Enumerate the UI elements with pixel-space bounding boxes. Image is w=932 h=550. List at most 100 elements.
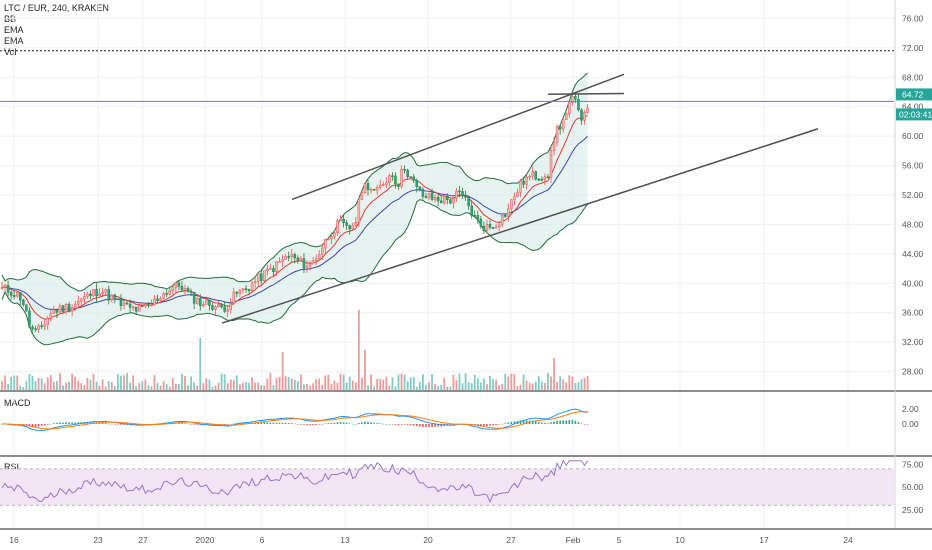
legend-bb[interactable]: BB	[4, 14, 17, 24]
volume-bar	[10, 376, 13, 390]
macd-histogram-bar	[59, 422, 61, 424]
candle	[473, 215, 476, 217]
volume-bar	[272, 385, 275, 390]
volume-bar	[415, 386, 418, 390]
candle	[348, 225, 351, 230]
candle	[485, 223, 489, 231]
volume-bar	[92, 373, 95, 390]
candle	[250, 282, 254, 291]
candle	[452, 198, 455, 204]
macd-histogram-bar	[1, 424, 3, 425]
time-tick-label: 16	[9, 535, 19, 545]
volume-bar	[71, 373, 74, 390]
volume-bar	[4, 375, 6, 390]
candle	[101, 291, 104, 295]
candle	[351, 225, 354, 230]
candles	[0, 93, 589, 334]
volume-bar	[284, 375, 287, 390]
candle	[269, 268, 272, 270]
candle	[516, 192, 519, 197]
candle	[464, 195, 467, 198]
volume-bar	[428, 382, 430, 390]
volume-bar	[559, 376, 562, 390]
macd-histogram-bar	[345, 422, 348, 424]
volume-bar	[345, 382, 348, 390]
macd-histogram-bar	[370, 422, 372, 424]
candle	[46, 318, 49, 326]
volume-bar	[13, 375, 16, 390]
candle	[418, 186, 422, 190]
macd-histogram-bar	[62, 422, 64, 424]
volume-bar	[37, 377, 40, 390]
candle	[223, 306, 226, 312]
macd-histogram-bar	[71, 422, 73, 424]
volume-bar	[144, 379, 147, 390]
candle	[28, 310, 31, 328]
volume-bar	[348, 376, 351, 390]
rsi-line	[1, 459, 589, 504]
candle	[415, 180, 419, 187]
symbol-title[interactable]: LTC / EUR, 240, KRAKEN	[4, 3, 109, 13]
time-tick-label: 27	[138, 535, 148, 545]
rsi-pane-label[interactable]: RSI	[4, 462, 20, 472]
candle	[113, 294, 117, 299]
macd-histogram-bar	[394, 424, 397, 425]
macd-histogram-bar	[525, 420, 528, 424]
volume-bar	[269, 373, 272, 390]
macd-histogram-bar	[50, 423, 52, 425]
macd-histogram-bar	[330, 422, 333, 424]
candle	[141, 305, 144, 307]
macd-histogram-bar	[416, 424, 418, 427]
macd-histogram-bar	[245, 422, 247, 424]
candle	[479, 218, 483, 227]
volume-bar	[495, 379, 497, 390]
rsi-pane: 75.00 50.00 25.00	[0, 459, 924, 515]
macd-histogram-bar	[348, 423, 351, 425]
volume-bar	[489, 375, 491, 390]
time-tick-label: 2020	[196, 535, 215, 545]
candle	[470, 205, 473, 216]
volume-bar	[516, 386, 519, 390]
candle	[577, 98, 580, 111]
macd-histogram-bar	[181, 423, 183, 424]
macd-histogram-bar	[544, 423, 546, 424]
candle	[73, 303, 77, 308]
volume-bar	[544, 382, 546, 390]
volume-bar	[400, 373, 403, 390]
candle	[180, 285, 184, 291]
macd-histogram-bar	[190, 423, 192, 425]
candle	[22, 299, 25, 306]
macd-histogram-bar	[437, 424, 439, 427]
macd-pane-label[interactable]: MACD	[4, 398, 31, 408]
candle	[70, 306, 74, 312]
candle	[580, 109, 583, 121]
candle	[314, 258, 318, 261]
macd-histogram-bar	[327, 423, 330, 424]
candle	[522, 180, 525, 185]
macd-histogram-bar	[501, 423, 503, 425]
volume-bar	[187, 385, 189, 390]
legend-vol[interactable]: Vol	[4, 47, 17, 57]
candle	[67, 303, 71, 312]
volume-bar	[190, 376, 192, 390]
volume-bar	[110, 382, 113, 390]
time-axis: 16 23 27 2020 6 13 20 27 Feb 5 10 17 24	[9, 535, 853, 545]
candle	[12, 295, 16, 297]
macd-histogram-bar	[199, 424, 202, 426]
volume-bar	[178, 383, 180, 390]
candle	[284, 256, 287, 260]
candle	[83, 296, 86, 300]
candle	[86, 293, 89, 297]
volume-bar	[547, 373, 549, 390]
volume-bar	[397, 374, 400, 390]
candle	[458, 190, 461, 193]
grid	[0, 0, 894, 528]
volume-bar	[25, 381, 28, 390]
macd-histogram-bar	[281, 422, 284, 424]
volume-bar	[226, 383, 229, 390]
volume-bar	[208, 379, 211, 390]
macd-histogram-bar	[233, 423, 235, 425]
macd-histogram-bar	[367, 421, 369, 424]
candle	[37, 325, 40, 330]
